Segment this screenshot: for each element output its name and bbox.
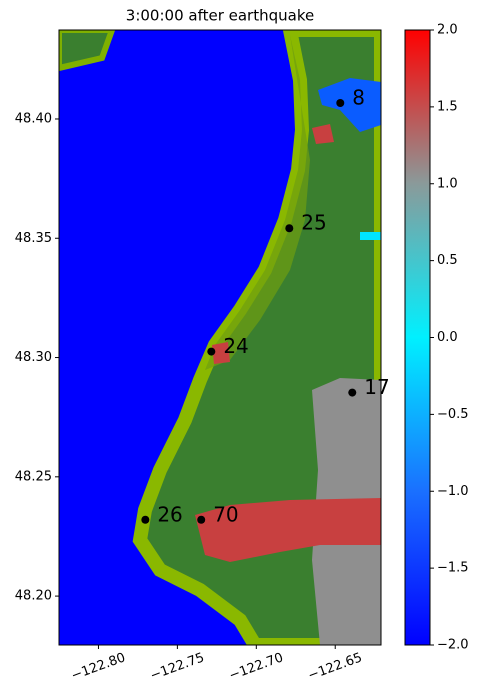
gauge — [336, 98, 345, 107]
gauge-label: 26 — [157, 502, 182, 526]
gauge-label: 25 — [301, 211, 326, 235]
gauge — [348, 388, 357, 397]
colorbar-tick-label: −2.0 — [437, 638, 469, 653]
gauge-label: 17 — [364, 375, 389, 399]
gauge — [207, 347, 216, 356]
colorbar-tick-label: −1.5 — [437, 561, 469, 576]
colorbar-tick-label: 0.0 — [437, 330, 458, 345]
colorbar-tick-label: −1.0 — [437, 484, 469, 499]
colorbar-tick-label: −0.5 — [437, 407, 469, 422]
colorbar — [404, 29, 431, 646]
colorbar-tick-label: 1.5 — [437, 99, 458, 114]
bay — [318, 78, 381, 132]
chart-title: 3:00:00 after earthquake — [126, 7, 314, 25]
inundation — [312, 124, 334, 144]
map — [59, 30, 381, 645]
y-tick-label: 48.30 — [15, 350, 52, 365]
y-tick-label: 48.35 — [15, 231, 52, 246]
gauge-label: 8 — [352, 85, 365, 109]
x-tick-label: −122.65 — [306, 650, 364, 683]
y-tick-label: 48.25 — [15, 469, 52, 484]
gauge — [197, 515, 206, 524]
x-tick-label: −122.75 — [148, 650, 206, 683]
y-tick-label: 48.40 — [15, 111, 52, 126]
shore — [205, 35, 310, 370]
colorbar-tick-label: 1.0 — [437, 176, 458, 191]
plot-frame — [58, 29, 382, 646]
x-tick-label: −122.80 — [69, 650, 127, 683]
land — [59, 30, 116, 72]
gauge-label: 24 — [223, 334, 248, 358]
colorbar-tick-label: 0.5 — [437, 253, 458, 268]
cyan-patch — [360, 232, 381, 240]
inundation — [195, 498, 381, 562]
inundation — [212, 342, 230, 364]
gauge-label: 70 — [213, 502, 238, 526]
colorbar-tick-label: 2.0 — [437, 23, 458, 38]
gauge — [141, 515, 150, 524]
x-tick-label: −122.70 — [227, 650, 285, 683]
gauge — [285, 224, 294, 233]
y-tick-label: 48.20 — [15, 589, 52, 604]
